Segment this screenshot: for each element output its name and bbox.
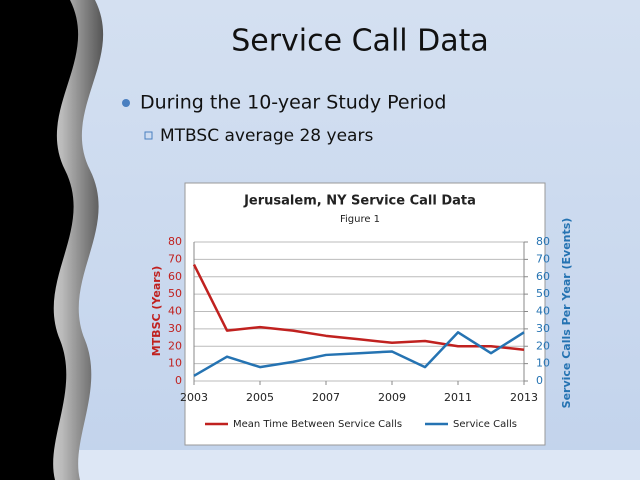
x-tick-label: 2005 xyxy=(246,391,274,404)
x-tick-label: 2013 xyxy=(510,391,538,404)
sub-bullet-box xyxy=(144,131,153,140)
x-tick-label: 2009 xyxy=(378,391,406,404)
y2-tick-label: 0 xyxy=(536,374,543,387)
y-axis-label: MTBSC (Years) xyxy=(150,266,163,357)
sub-bullet: MTBSC average 28 years xyxy=(160,126,373,146)
y2-tick-label: 70 xyxy=(536,252,550,265)
y-tick-label: 80 xyxy=(168,235,182,248)
decor-wave-dark xyxy=(0,0,79,480)
y-tick-label: 0 xyxy=(175,374,182,387)
chart-title: Jerusalem, NY Service Call Data xyxy=(243,194,476,209)
chart-subtitle: Figure 1 xyxy=(340,214,380,225)
legend-label: Service Calls xyxy=(453,419,517,430)
slide-title: Service Call Data xyxy=(231,24,489,59)
x-tick-label: 2011 xyxy=(444,391,472,404)
y-tick-label: 70 xyxy=(168,252,182,265)
y2-tick-label: 40 xyxy=(536,305,550,318)
bullet-dot xyxy=(122,99,130,107)
y2-tick-label: 30 xyxy=(536,322,550,335)
y2-tick-label: 50 xyxy=(536,287,550,300)
y-tick-label: 10 xyxy=(168,357,182,370)
bullet: During the 10-year Study Period xyxy=(140,92,446,114)
chart-frame xyxy=(184,182,546,446)
x-tick-label: 2007 xyxy=(312,391,340,404)
y2-axis-label: Service Calls Per Year (Events) xyxy=(560,218,573,409)
y2-tick-label: 60 xyxy=(536,270,550,283)
y2-tick-label: 10 xyxy=(536,357,550,370)
y2-tick-label: 80 xyxy=(536,235,550,248)
y-tick-label: 50 xyxy=(168,287,182,300)
series-line xyxy=(193,331,525,377)
y-tick-label: 40 xyxy=(168,305,182,318)
x-tick-label: 2003 xyxy=(180,391,208,404)
y-tick-label: 60 xyxy=(168,270,182,283)
footer-band xyxy=(0,450,640,480)
legend-label: Mean Time Between Service Calls xyxy=(233,419,402,430)
y-tick-label: 20 xyxy=(168,339,182,352)
y-tick-label: 30 xyxy=(168,322,182,335)
y2-tick-label: 20 xyxy=(536,339,550,352)
series-line xyxy=(192,264,525,351)
